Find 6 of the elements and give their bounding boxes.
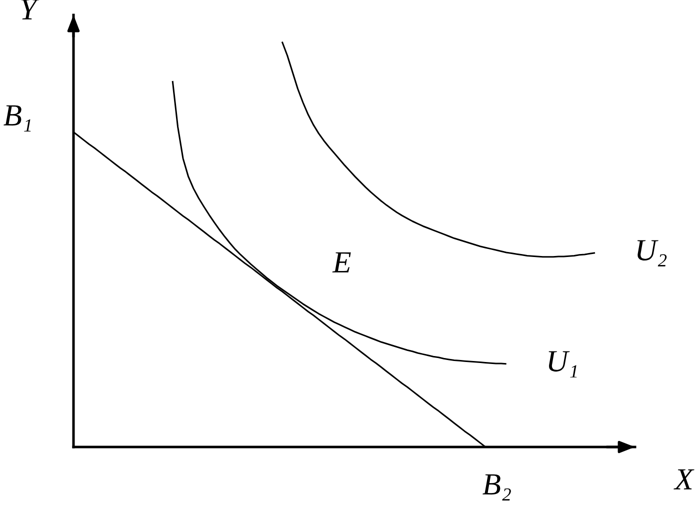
annotation: E <box>332 252 351 272</box>
text: B₁ <box>4 105 31 132</box>
series-label: U₂ <box>637 240 667 266</box>
text: B₂ <box>482 474 511 501</box>
x-axis-title: X <box>674 469 694 490</box>
series-label: U₁ <box>548 351 577 378</box>
